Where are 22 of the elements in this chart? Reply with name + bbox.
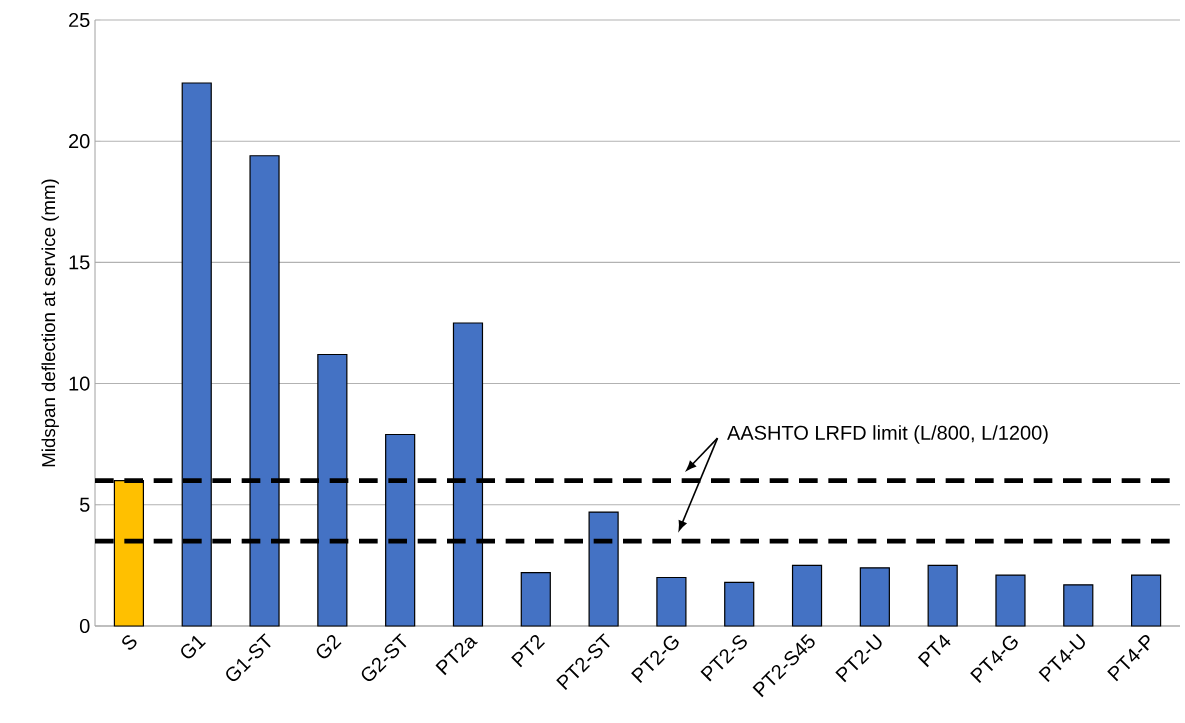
y-tick-label: 20: [69, 134, 90, 149]
x-tick-label: G2: [316, 635, 342, 659]
x-tick-label: PT4: [917, 634, 951, 668]
bar: [1063, 584, 1094, 627]
bar: [1131, 574, 1162, 627]
x-tick-label: S: [122, 635, 137, 650]
y-tick-label: 15: [69, 255, 90, 270]
annotation: AASHTO LRFD limit (L/800, L/1200): [727, 425, 1048, 444]
bar: [791, 564, 823, 627]
bar: [656, 576, 687, 627]
x-tick-label: PT2: [511, 635, 545, 668]
bar: [724, 581, 755, 627]
y-tick-label: 0: [79, 618, 90, 634]
bar: [520, 572, 551, 627]
y-axis-title: Midspan deflection at service (mm): [41, 179, 59, 467]
bar: [995, 574, 1026, 627]
y-tick-label: 5: [79, 497, 90, 512]
bar: [927, 564, 958, 627]
bar: [859, 567, 890, 627]
y-tick-label: 10: [69, 376, 90, 391]
y-tick-label: 25: [69, 12, 90, 28]
x-tick-label: G1: [181, 635, 206, 659]
